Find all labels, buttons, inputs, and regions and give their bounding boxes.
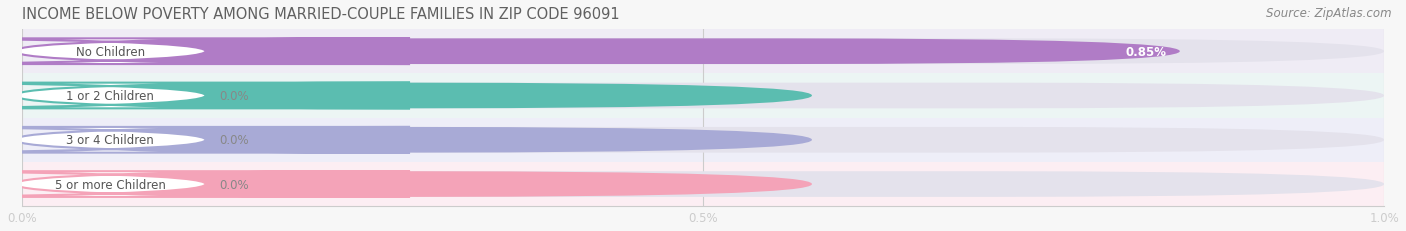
Text: No Children: No Children (76, 46, 145, 58)
FancyBboxPatch shape (21, 83, 1384, 109)
FancyBboxPatch shape (21, 39, 1384, 65)
FancyBboxPatch shape (0, 39, 411, 65)
Text: 0.0%: 0.0% (219, 134, 249, 147)
FancyBboxPatch shape (21, 39, 1180, 65)
Text: 5 or more Children: 5 or more Children (55, 178, 166, 191)
Text: Source: ZipAtlas.com: Source: ZipAtlas.com (1267, 7, 1392, 20)
Bar (21, 30, 1384, 74)
Text: INCOME BELOW POVERTY AMONG MARRIED-COUPLE FAMILIES IN ZIP CODE 96091: INCOME BELOW POVERTY AMONG MARRIED-COUPL… (21, 7, 620, 22)
Text: 1 or 2 Children: 1 or 2 Children (66, 90, 155, 103)
FancyBboxPatch shape (21, 171, 1384, 197)
FancyBboxPatch shape (21, 127, 811, 153)
Text: 0.85%: 0.85% (1125, 46, 1166, 58)
Text: 0.0%: 0.0% (219, 90, 249, 103)
Bar (21, 74, 1384, 118)
Bar (21, 118, 1384, 162)
Text: 3 or 4 Children: 3 or 4 Children (66, 134, 155, 147)
Text: 0.0%: 0.0% (219, 178, 249, 191)
FancyBboxPatch shape (0, 127, 411, 153)
FancyBboxPatch shape (21, 83, 811, 109)
Bar (21, 162, 1384, 206)
FancyBboxPatch shape (0, 83, 411, 109)
FancyBboxPatch shape (21, 127, 1384, 153)
FancyBboxPatch shape (0, 171, 411, 197)
FancyBboxPatch shape (21, 171, 811, 197)
